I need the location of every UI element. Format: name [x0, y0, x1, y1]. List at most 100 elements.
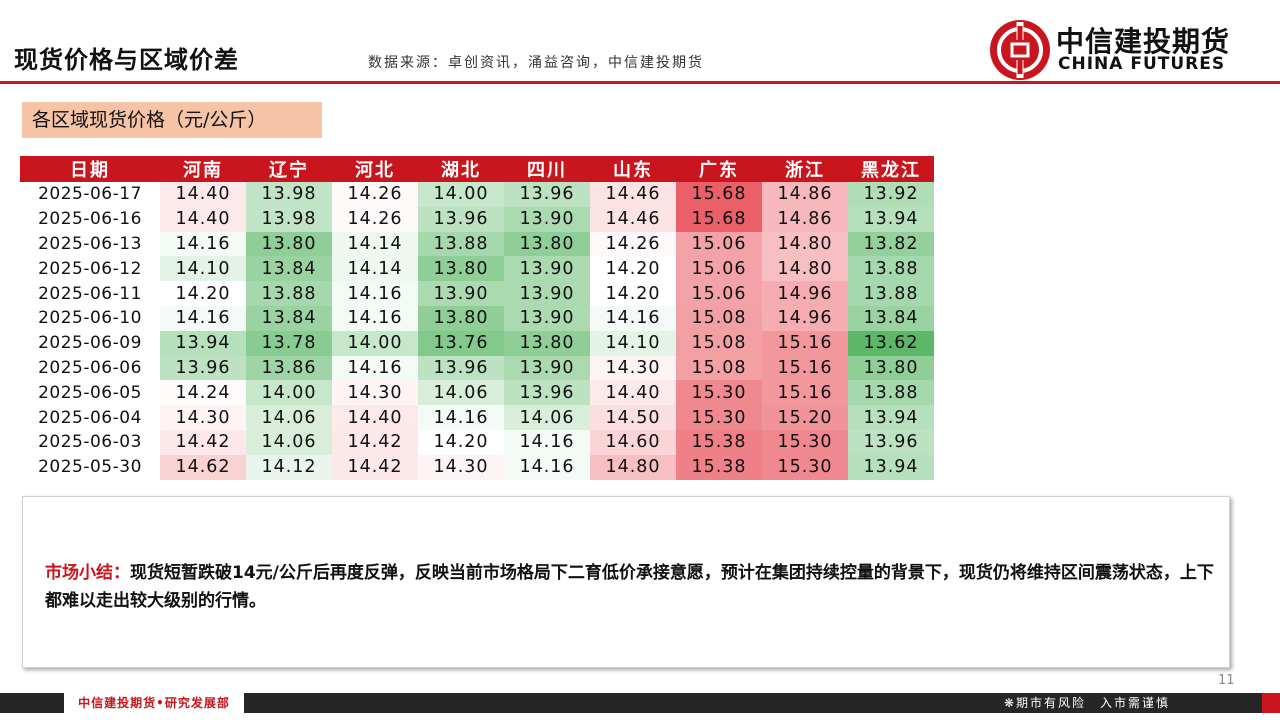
date-cell: 2025-06-04: [38, 407, 142, 428]
price-cell: 13.86: [246, 355, 332, 381]
table-row: 2025-06-03 14.42 14.06 14.42 14.20 14.16 14.60…: [20, 429, 934, 455]
price-cell: 13.88: [848, 380, 934, 406]
table-row: 2025-06-17 14.40 13.98 14.26 14.00 13.96 14.46…: [20, 182, 934, 207]
column-header-region: 山东: [590, 156, 676, 182]
page-number: 11: [1218, 673, 1235, 688]
price-cell: 15.38: [676, 429, 762, 455]
logo-text-cn: 中信建投期货: [1056, 25, 1231, 58]
price-cell: 14.16: [332, 305, 418, 331]
price-cell: 14.26: [590, 231, 676, 257]
table-row: 2025-06-10 14.16 13.84 14.16 13.80 13.90 14.16…: [20, 305, 934, 331]
price-cell: 14.40: [160, 182, 246, 207]
price-cell: 13.96: [504, 380, 590, 406]
date-cell: 2025-06-06: [38, 357, 142, 378]
price-cell: 13.80: [504, 330, 590, 356]
price-cell: 15.06: [676, 256, 762, 282]
footer-department: 中信建投期货•研究发展部: [64, 693, 244, 713]
price-cell: 14.86: [762, 206, 848, 232]
price-cell: 15.30: [676, 405, 762, 430]
price-cell: 13.90: [418, 281, 504, 306]
price-cell: 13.80: [246, 231, 332, 257]
price-cell: 14.16: [590, 305, 676, 331]
price-cell: 13.90: [504, 281, 590, 306]
summary-body: 现货短暂跌破14元/公斤后再度反弹，反映当前市场格局下二育低价承接意愿，预计在集…: [45, 563, 1214, 611]
table-row: 2025-06-05 14.24 14.00 14.30 14.06 13.96 14.40…: [20, 380, 934, 406]
price-cell: 13.96: [418, 355, 504, 381]
price-cell: 14.16: [504, 454, 590, 480]
price-cell: 14.40: [590, 380, 676, 406]
price-cell: 14.16: [332, 281, 418, 306]
column-header-region: 黑龙江: [848, 156, 934, 182]
price-cell: 14.46: [590, 182, 676, 207]
price-cell: 14.06: [246, 429, 332, 455]
table-row: 2025-06-12 14.10 13.84 14.14 13.80 13.90 14.20…: [20, 256, 934, 282]
price-cell: 13.90: [504, 256, 590, 282]
date-cell: 2025-06-09: [38, 333, 142, 354]
price-cell: 13.94: [848, 405, 934, 430]
price-cell: 15.16: [762, 355, 848, 381]
price-cell: 13.90: [504, 355, 590, 381]
price-cell: 13.94: [848, 454, 934, 480]
price-cell: 14.42: [332, 429, 418, 455]
price-cell: 13.80: [504, 231, 590, 257]
price-cell: 13.88: [246, 281, 332, 306]
price-cell: 15.16: [762, 330, 848, 356]
price-cell: 14.16: [332, 355, 418, 381]
header-divider: [0, 81, 1280, 84]
price-cell: 13.98: [246, 206, 332, 232]
price-cell: 13.96: [504, 182, 590, 207]
price-cell: 14.00: [418, 182, 504, 207]
price-cell: 14.20: [590, 281, 676, 306]
logo-text-en: CHINA FUTURES: [1058, 54, 1226, 74]
price-cell: 13.96: [848, 429, 934, 455]
column-header-date: 日期: [20, 156, 160, 182]
column-header-region: 辽宁: [246, 156, 332, 182]
table-row: 2025-06-09 13.94 13.78 14.00 13.76 13.80 14.10…: [20, 330, 934, 356]
date-cell: 2025-06-12: [38, 258, 142, 279]
column-header-region: 四川: [504, 156, 590, 182]
date-cell: 2025-06-16: [38, 209, 142, 230]
price-cell: 14.06: [246, 405, 332, 430]
price-cell: 14.62: [160, 454, 246, 480]
footer-accent: [1262, 693, 1280, 713]
price-cell: 14.40: [160, 206, 246, 232]
price-cell: 15.08: [676, 355, 762, 381]
price-cell: 13.98: [246, 182, 332, 207]
price-cell: 13.90: [504, 206, 590, 232]
price-cell: 14.26: [332, 206, 418, 232]
price-cell: 15.08: [676, 305, 762, 331]
table-row: 2025-06-13 14.16 13.80 14.14 13.88 13.80 14.26…: [20, 231, 934, 257]
price-cell: 13.88: [848, 281, 934, 306]
column-header-region: 广东: [676, 156, 762, 182]
table-row: 2025-06-16 14.40 13.98 14.26 13.96 13.90 14.46…: [20, 206, 934, 232]
date-cell: 2025-06-17: [38, 184, 142, 205]
price-cell: 14.12: [246, 454, 332, 480]
price-cell: 13.84: [848, 305, 934, 331]
price-cell: 15.16: [762, 380, 848, 406]
price-cell: 14.24: [160, 380, 246, 406]
table-row: 2025-06-04 14.30 14.06 14.40 14.16 14.06 14.50…: [20, 405, 934, 430]
price-cell: 13.82: [848, 231, 934, 257]
price-cell: 14.20: [418, 429, 504, 455]
column-header-region: 浙江: [762, 156, 848, 182]
price-cell: 14.46: [590, 206, 676, 232]
section-title: 各区域现货价格（元/公斤）: [22, 102, 322, 138]
price-cell: 14.42: [160, 429, 246, 455]
price-cell: 13.90: [504, 305, 590, 331]
price-cell: 13.80: [418, 256, 504, 282]
price-cell: 14.30: [590, 355, 676, 381]
table-header-row: 日期 河南 辽宁 河北 湖北 四川 山东 广东 浙江 黑龙江: [20, 156, 934, 182]
price-cell: 14.86: [762, 182, 848, 207]
price-cell: 14.80: [762, 231, 848, 257]
market-summary-box: 市场小结：现货短暂跌破14元/公斤后再度反弹，反映当前市场格局下二育低价承接意愿…: [22, 496, 1230, 668]
data-source-note: 数据来源：卓创资讯，涌益咨询，中信建投期货: [368, 55, 704, 71]
price-cell: 13.92: [848, 182, 934, 207]
footer-risk-warning: ❋期市有风险 入市需谨慎: [1004, 696, 1171, 710]
price-cell: 13.80: [418, 305, 504, 331]
price-cell: 13.96: [160, 355, 246, 381]
price-cell: 13.84: [246, 256, 332, 282]
price-cell: 14.50: [590, 405, 676, 430]
price-cell: 14.00: [246, 380, 332, 406]
date-cell: 2025-05-30: [38, 457, 142, 478]
footer-bar: [0, 693, 1280, 713]
